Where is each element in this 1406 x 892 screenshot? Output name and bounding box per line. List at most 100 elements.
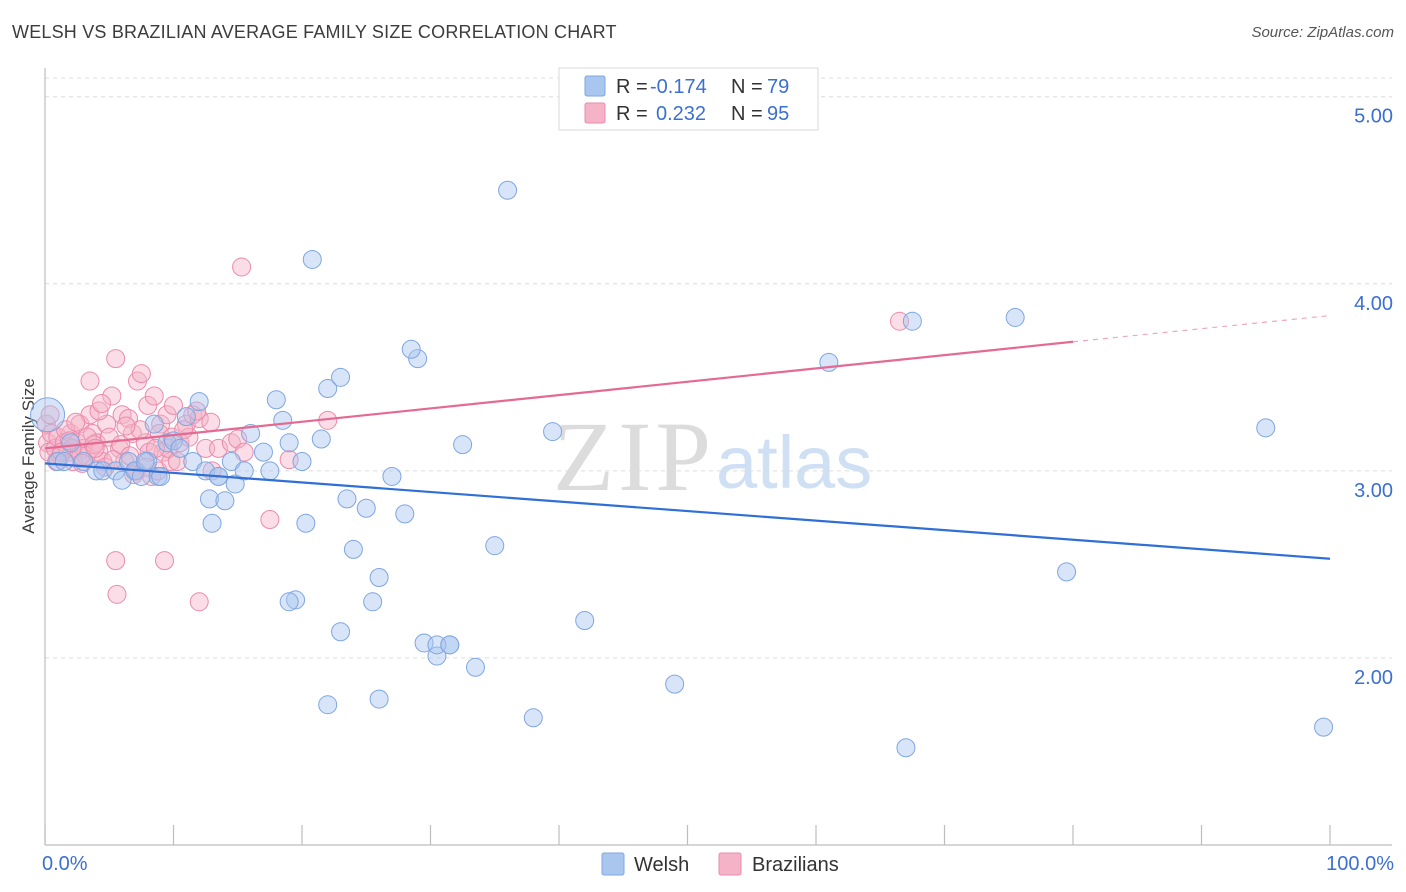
y-tick-labels: 2.00 3.00 4.00 5.00 <box>1354 106 1393 689</box>
brazilians-point <box>155 551 175 571</box>
welsh-point <box>234 461 254 481</box>
welsh-point <box>369 567 389 587</box>
welsh-point <box>279 433 299 453</box>
y-tick-label: 2.00 <box>1354 667 1393 689</box>
brazilians-point <box>119 408 139 428</box>
legend-bottom-label-welsh: Welsh <box>634 854 689 876</box>
brazilians-point <box>208 438 228 458</box>
trendline-brazilians <box>44 340 1074 450</box>
welsh-point <box>408 349 428 369</box>
welsh-point <box>215 491 235 511</box>
brazilians-point <box>102 386 122 406</box>
brazilians-point <box>189 592 209 612</box>
welsh-point <box>221 452 241 471</box>
chart-title: WELSH VS BRAZILIAN AVERAGE FAMILY SIZE C… <box>12 22 617 42</box>
welsh-point <box>1005 307 1025 327</box>
welsh-point <box>575 611 595 631</box>
brazilians-point <box>116 416 136 436</box>
watermark-atlas: atlas <box>716 421 872 504</box>
legend-r-label-brazilians: R = <box>616 103 648 125</box>
gridlines <box>45 77 1392 659</box>
welsh-point <box>260 461 280 481</box>
welsh-point <box>151 466 171 486</box>
brazilians-point <box>66 412 86 432</box>
welsh-point <box>318 379 338 399</box>
welsh-point <box>225 474 245 494</box>
legend-bottom-swatch-welsh <box>601 852 625 876</box>
welsh-point <box>453 435 473 455</box>
welsh-point <box>61 433 81 453</box>
welsh-point <box>273 410 293 430</box>
brazilians-point <box>201 412 221 432</box>
welsh-point <box>523 708 543 728</box>
welsh-point <box>183 452 203 471</box>
welsh-point <box>279 592 299 612</box>
welsh-point <box>296 513 316 533</box>
welsh-point <box>144 414 164 434</box>
brazilians-point <box>80 371 100 391</box>
welsh-point <box>395 504 415 524</box>
legend-bottom-swatch-brazilians <box>718 852 742 876</box>
trendline-welsh <box>44 462 1331 560</box>
welsh-point <box>135 452 155 471</box>
welsh-point <box>356 498 376 518</box>
welsh-point <box>498 180 518 200</box>
legend-n-label-brazilians: N = <box>731 103 763 125</box>
welsh-point <box>337 489 357 509</box>
welsh-point <box>343 539 363 559</box>
brazilians-point <box>131 364 151 384</box>
legend-swatch-welsh <box>584 75 606 97</box>
watermark-zip: ZIP <box>553 401 715 512</box>
trendline-brazilians-extension <box>1072 314 1331 343</box>
brazilians-point <box>112 405 132 425</box>
series-welsh-points <box>30 87 1334 758</box>
welsh-point <box>665 674 685 694</box>
brazilians-point <box>234 442 254 462</box>
brazilians-point <box>157 405 177 425</box>
brazilians-point <box>260 509 280 529</box>
legend-top: R = -0.174 N = 79 R = 0.232 N = 95 <box>558 67 819 131</box>
legend-r-value-brazilians: 0.232 <box>656 103 706 125</box>
axes <box>44 68 1392 846</box>
brazilians-point <box>106 349 126 369</box>
brazilians-point <box>221 433 241 453</box>
legend-r-label-welsh: R = <box>616 76 648 98</box>
welsh-point <box>189 392 209 412</box>
welsh-point <box>311 429 331 449</box>
x-tick-label-min: 0.0% <box>42 853 88 875</box>
y-tick-label: 4.00 <box>1354 293 1393 315</box>
brazilians-point <box>89 401 109 421</box>
welsh-point <box>896 738 916 758</box>
welsh-point <box>382 466 402 486</box>
brazilians-point <box>232 257 252 277</box>
legend-bottom: Welsh Brazilians <box>601 852 839 876</box>
welsh-point <box>170 438 190 458</box>
legend-r-value-welsh: -0.174 <box>650 76 707 98</box>
welsh-point <box>318 695 338 715</box>
welsh-point <box>331 367 351 387</box>
brazilians-point <box>164 395 183 415</box>
welsh-point <box>241 423 261 443</box>
y-tick-label: 5.00 <box>1354 106 1393 128</box>
legend-swatch-brazilians <box>584 102 606 124</box>
welsh-point <box>54 452 74 471</box>
welsh-point <box>48 452 68 471</box>
brazilians-point <box>36 414 56 434</box>
welsh-point <box>266 390 286 410</box>
y-axis-title: Average Family Size <box>19 378 38 534</box>
brazilians-point <box>41 423 61 443</box>
brazilians-point <box>40 405 60 425</box>
welsh-point <box>543 422 563 442</box>
welsh-point <box>1057 562 1077 582</box>
welsh-point <box>1256 418 1276 438</box>
welsh-point <box>253 442 273 462</box>
brazilians-point <box>138 395 158 415</box>
legend-n-value-brazilians: 95 <box>767 103 789 125</box>
welsh-point <box>331 622 351 642</box>
brazilians-point <box>106 551 126 571</box>
welsh-point <box>369 689 389 709</box>
welsh-point <box>902 311 922 331</box>
legend-bottom-label-brazilians: Brazilians <box>752 854 839 876</box>
